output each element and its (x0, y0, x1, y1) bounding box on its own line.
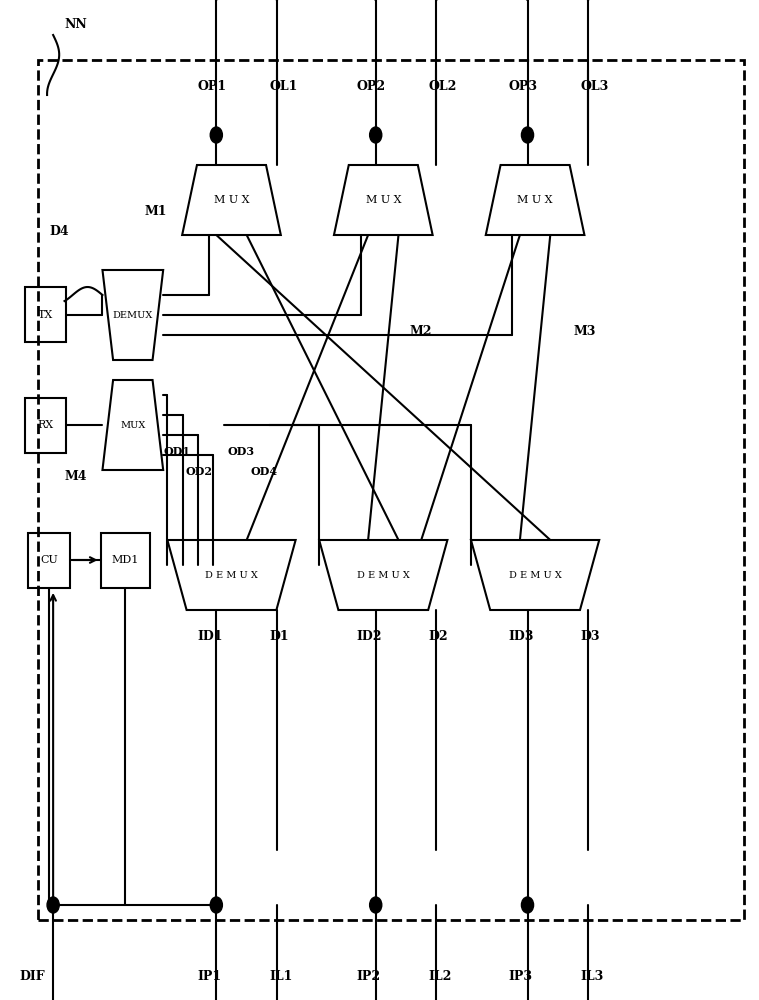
Text: M U X: M U X (366, 195, 401, 205)
Text: OP2: OP2 (357, 80, 386, 93)
Circle shape (370, 897, 382, 913)
Text: IP2: IP2 (357, 970, 381, 983)
Circle shape (210, 897, 222, 913)
Circle shape (210, 127, 222, 143)
Circle shape (47, 897, 59, 913)
Text: OP1: OP1 (197, 80, 226, 93)
Text: M U X: M U X (214, 195, 249, 205)
Text: OP3: OP3 (509, 80, 537, 93)
Text: OD4: OD4 (250, 466, 278, 477)
Circle shape (521, 897, 534, 913)
Text: OD3: OD3 (228, 446, 255, 457)
Text: OD1: OD1 (163, 446, 191, 457)
Text: D E M U X: D E M U X (357, 570, 410, 580)
Text: DIF: DIF (19, 970, 45, 983)
Text: IL3: IL3 (581, 970, 604, 983)
Text: D E M U X: D E M U X (205, 570, 258, 580)
Text: MD1: MD1 (112, 555, 139, 565)
Text: M3: M3 (573, 325, 595, 338)
Text: IP1: IP1 (197, 970, 222, 983)
Text: OL3: OL3 (581, 80, 609, 93)
Text: OD2: OD2 (186, 466, 213, 477)
Text: ID2: ID2 (357, 630, 383, 643)
Text: D1: D1 (269, 630, 289, 643)
Text: IL1: IL1 (269, 970, 293, 983)
Text: TX: TX (38, 310, 53, 320)
Text: DEMUX: DEMUX (112, 310, 153, 320)
Text: IL2: IL2 (429, 970, 452, 983)
Text: OL2: OL2 (429, 80, 457, 93)
Text: D2: D2 (429, 630, 449, 643)
Text: ID1: ID1 (197, 630, 223, 643)
Text: M2: M2 (410, 325, 433, 338)
Text: M4: M4 (65, 470, 87, 483)
Text: M1: M1 (144, 205, 167, 218)
Text: D3: D3 (581, 630, 600, 643)
Circle shape (521, 127, 534, 143)
Text: NN: NN (65, 18, 87, 31)
Text: M U X: M U X (518, 195, 553, 205)
Text: ID3: ID3 (509, 630, 534, 643)
Text: IP3: IP3 (509, 970, 533, 983)
Text: D E M U X: D E M U X (509, 570, 562, 580)
Text: CU: CU (40, 555, 58, 565)
Text: RX: RX (37, 420, 54, 430)
Text: D4: D4 (49, 225, 69, 238)
Text: MUX: MUX (120, 420, 146, 430)
Circle shape (370, 127, 382, 143)
Text: OL1: OL1 (269, 80, 298, 93)
